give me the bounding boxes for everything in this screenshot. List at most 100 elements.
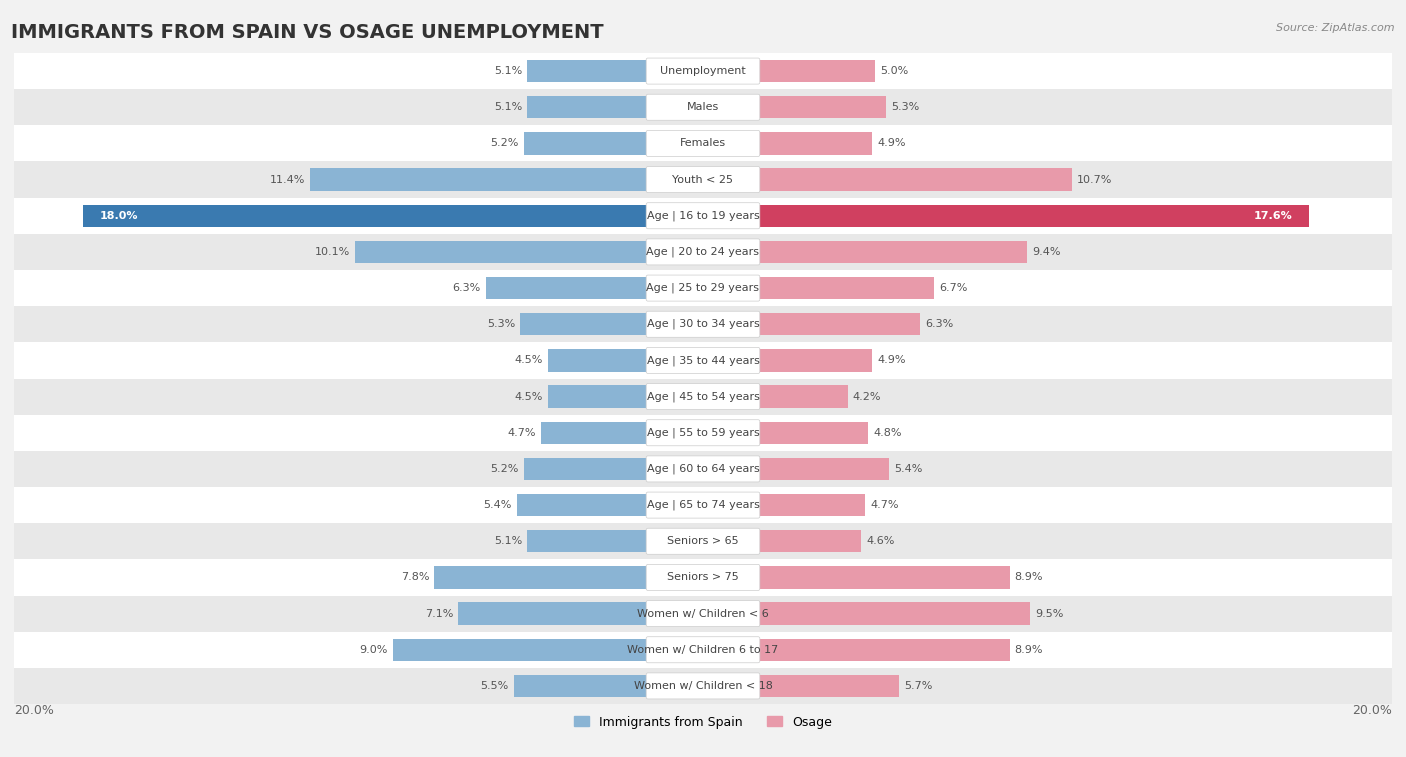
- Text: Age | 25 to 29 years: Age | 25 to 29 years: [647, 283, 759, 293]
- Text: Age | 65 to 74 years: Age | 65 to 74 years: [647, 500, 759, 510]
- FancyBboxPatch shape: [647, 673, 759, 699]
- FancyBboxPatch shape: [647, 130, 759, 157]
- Text: 4.8%: 4.8%: [873, 428, 903, 438]
- FancyBboxPatch shape: [647, 637, 759, 663]
- Text: Seniors > 75: Seniors > 75: [666, 572, 740, 582]
- Bar: [14, 270, 1392, 306]
- Text: 4.5%: 4.5%: [515, 391, 543, 401]
- Text: 9.5%: 9.5%: [1035, 609, 1064, 618]
- Bar: [703, 385, 848, 408]
- Text: Females: Females: [681, 139, 725, 148]
- Bar: [524, 132, 703, 154]
- Bar: [14, 631, 1392, 668]
- Text: Women w/ Children 6 to 17: Women w/ Children 6 to 17: [627, 645, 779, 655]
- Bar: [513, 674, 703, 697]
- Text: 5.3%: 5.3%: [891, 102, 920, 112]
- Text: 5.1%: 5.1%: [494, 66, 522, 76]
- FancyBboxPatch shape: [647, 167, 759, 192]
- FancyBboxPatch shape: [647, 239, 759, 265]
- Text: 10.7%: 10.7%: [1077, 175, 1112, 185]
- Text: 4.6%: 4.6%: [866, 536, 896, 547]
- Bar: [703, 277, 934, 299]
- FancyBboxPatch shape: [647, 384, 759, 410]
- Text: Age | 45 to 54 years: Age | 45 to 54 years: [647, 391, 759, 402]
- Bar: [311, 168, 703, 191]
- Bar: [14, 161, 1392, 198]
- Bar: [703, 494, 865, 516]
- Bar: [703, 603, 1031, 625]
- Text: 10.1%: 10.1%: [315, 247, 350, 257]
- Bar: [14, 126, 1392, 161]
- Bar: [14, 487, 1392, 523]
- FancyBboxPatch shape: [647, 492, 759, 518]
- Bar: [703, 132, 872, 154]
- Bar: [356, 241, 703, 263]
- Text: Seniors > 65: Seniors > 65: [668, 536, 738, 547]
- Bar: [83, 204, 703, 227]
- Text: 4.7%: 4.7%: [508, 428, 536, 438]
- Bar: [703, 60, 875, 83]
- Text: 4.5%: 4.5%: [515, 356, 543, 366]
- Text: Age | 55 to 59 years: Age | 55 to 59 years: [647, 428, 759, 438]
- Text: 8.9%: 8.9%: [1015, 645, 1043, 655]
- Text: 17.6%: 17.6%: [1253, 210, 1292, 221]
- Text: Women w/ Children < 6: Women w/ Children < 6: [637, 609, 769, 618]
- Text: 18.0%: 18.0%: [100, 210, 139, 221]
- Bar: [14, 523, 1392, 559]
- Bar: [527, 96, 703, 118]
- Text: 20.0%: 20.0%: [14, 704, 53, 717]
- Text: Unemployment: Unemployment: [661, 66, 745, 76]
- Text: 6.3%: 6.3%: [925, 319, 953, 329]
- Bar: [458, 603, 703, 625]
- Text: 4.2%: 4.2%: [853, 391, 882, 401]
- Bar: [486, 277, 703, 299]
- Bar: [517, 494, 703, 516]
- Text: Source: ZipAtlas.com: Source: ZipAtlas.com: [1277, 23, 1395, 33]
- Text: Males: Males: [688, 102, 718, 112]
- Text: 5.4%: 5.4%: [484, 500, 512, 510]
- FancyBboxPatch shape: [647, 203, 759, 229]
- FancyBboxPatch shape: [647, 58, 759, 84]
- Bar: [703, 639, 1010, 661]
- FancyBboxPatch shape: [647, 600, 759, 627]
- Text: 4.9%: 4.9%: [877, 139, 905, 148]
- Bar: [703, 96, 886, 118]
- Text: 6.3%: 6.3%: [453, 283, 481, 293]
- FancyBboxPatch shape: [647, 456, 759, 482]
- Bar: [548, 385, 703, 408]
- Text: 5.1%: 5.1%: [494, 536, 522, 547]
- Text: 11.4%: 11.4%: [270, 175, 305, 185]
- FancyBboxPatch shape: [647, 94, 759, 120]
- Text: 5.3%: 5.3%: [486, 319, 515, 329]
- Text: 5.1%: 5.1%: [494, 102, 522, 112]
- Text: 5.2%: 5.2%: [491, 139, 519, 148]
- Bar: [703, 204, 1309, 227]
- Bar: [392, 639, 703, 661]
- FancyBboxPatch shape: [647, 565, 759, 590]
- Bar: [703, 241, 1026, 263]
- Text: 20.0%: 20.0%: [1353, 704, 1392, 717]
- Bar: [527, 530, 703, 553]
- Bar: [14, 89, 1392, 126]
- Bar: [703, 566, 1010, 589]
- Bar: [703, 458, 889, 480]
- Text: 5.5%: 5.5%: [479, 681, 509, 691]
- Text: 4.9%: 4.9%: [877, 356, 905, 366]
- Text: Youth < 25: Youth < 25: [672, 175, 734, 185]
- Text: 4.7%: 4.7%: [870, 500, 898, 510]
- Bar: [14, 234, 1392, 270]
- Text: 7.1%: 7.1%: [425, 609, 453, 618]
- Legend: Immigrants from Spain, Osage: Immigrants from Spain, Osage: [569, 711, 837, 734]
- FancyBboxPatch shape: [647, 528, 759, 554]
- FancyBboxPatch shape: [647, 311, 759, 338]
- Bar: [14, 53, 1392, 89]
- Bar: [703, 530, 862, 553]
- Text: 5.0%: 5.0%: [880, 66, 908, 76]
- Bar: [14, 559, 1392, 596]
- Text: 5.2%: 5.2%: [491, 464, 519, 474]
- Bar: [703, 422, 869, 444]
- Bar: [14, 378, 1392, 415]
- Bar: [548, 349, 703, 372]
- Bar: [527, 60, 703, 83]
- FancyBboxPatch shape: [647, 275, 759, 301]
